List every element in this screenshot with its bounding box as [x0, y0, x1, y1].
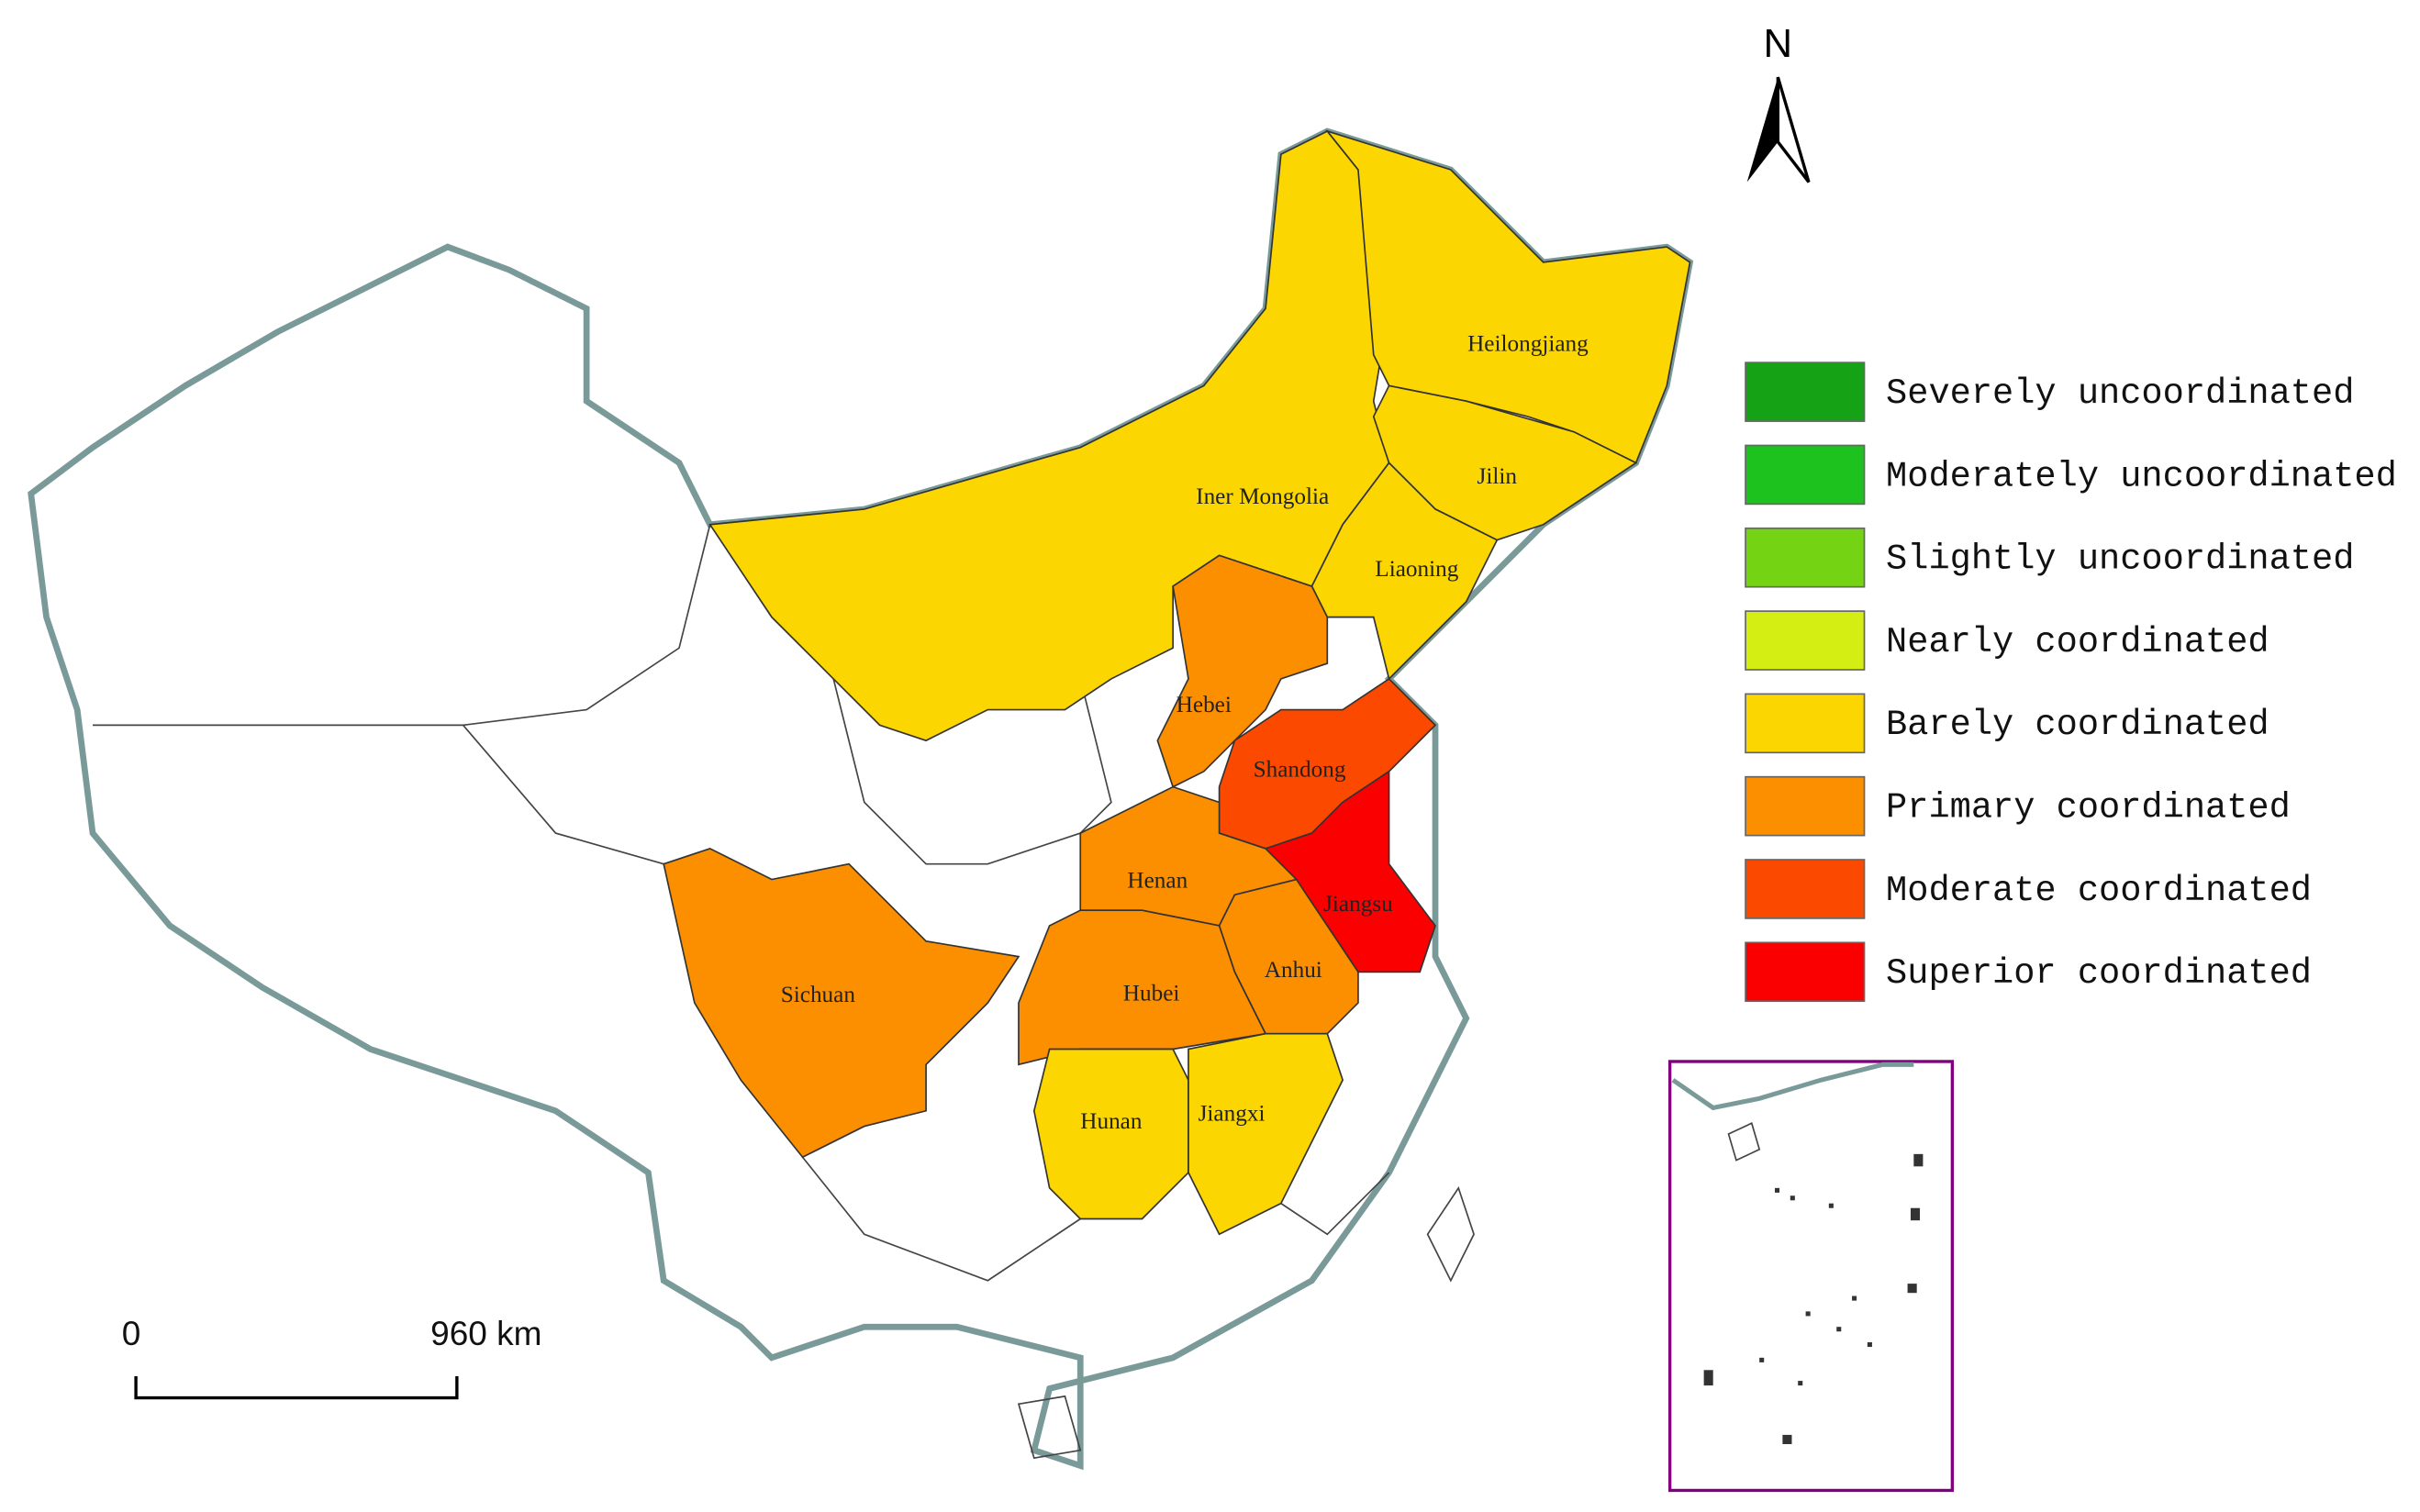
legend-swatch	[1745, 610, 1866, 671]
legend-swatch	[1745, 444, 1866, 506]
region-label: Jilin	[1478, 464, 1518, 489]
legend-swatch	[1745, 527, 1866, 588]
region-label: Liaoning	[1375, 557, 1458, 582]
north-label: N	[1764, 21, 1793, 66]
region-label: Henan	[1127, 869, 1188, 894]
scale-label: 0	[122, 1315, 141, 1352]
legend-label: Severely uncoordinated	[1886, 373, 2354, 414]
region-label: Anhui	[1265, 958, 1322, 983]
inset-map	[1667, 1060, 1955, 1493]
north-arrow: N	[1746, 21, 1811, 183]
region-label: Hubei	[1123, 981, 1180, 1006]
legend-label: Nearly coordinated	[1886, 622, 2269, 662]
region	[1188, 1032, 1344, 1236]
scale-bar: 0 960 km	[122, 1315, 541, 1400]
region-labels: Iner Mongolia Heilongjiang Jilin Liaonin…	[781, 331, 1589, 1134]
legend-swatch	[1745, 859, 1866, 919]
inset-island	[1727, 1122, 1761, 1162]
region-label: Iner Mongolia	[1196, 484, 1329, 509]
region-label: Jiangsu	[1323, 892, 1393, 917]
region	[1372, 384, 1638, 541]
legend-label: Superior coordinated	[1886, 953, 2312, 994]
inset-coast	[1671, 1062, 1914, 1111]
region-label: Hunan	[1080, 1109, 1143, 1134]
province-borders	[92, 524, 1475, 1460]
region	[1156, 554, 1329, 788]
inset-islands	[1703, 1153, 1924, 1445]
legend: Severely uncoordinated Moderately uncoord…	[1745, 361, 2397, 1003]
region-label: Sichuan	[781, 983, 856, 1007]
region-label: Shandong	[1254, 758, 1346, 783]
legend-label: Moderate coordinated	[1886, 871, 2312, 911]
legend-label: Barely coordinated	[1886, 705, 2269, 745]
legend-swatch	[1745, 693, 1866, 754]
region	[1032, 1048, 1189, 1220]
inset-frame	[1667, 1060, 1955, 1493]
regions	[663, 129, 1691, 1236]
region-label: Hebei	[1177, 693, 1232, 717]
scale-label: 960 km	[430, 1315, 541, 1352]
legend-swatch	[1745, 361, 1866, 422]
legend-label: Slightly uncoordinated	[1886, 539, 2354, 580]
region-label: Jiangxi	[1199, 1102, 1266, 1127]
legend-label: Moderately uncoordinated	[1886, 456, 2397, 496]
legend-swatch	[1745, 941, 1866, 1003]
legend-swatch	[1745, 775, 1866, 837]
arrow-half	[1776, 76, 1811, 183]
region-label: Heilongjiang	[1467, 331, 1589, 356]
legend-label: Primary coordinated	[1886, 788, 2291, 828]
arrow-half	[1746, 77, 1779, 183]
scale-line	[134, 1376, 459, 1400]
region	[663, 847, 1020, 1159]
